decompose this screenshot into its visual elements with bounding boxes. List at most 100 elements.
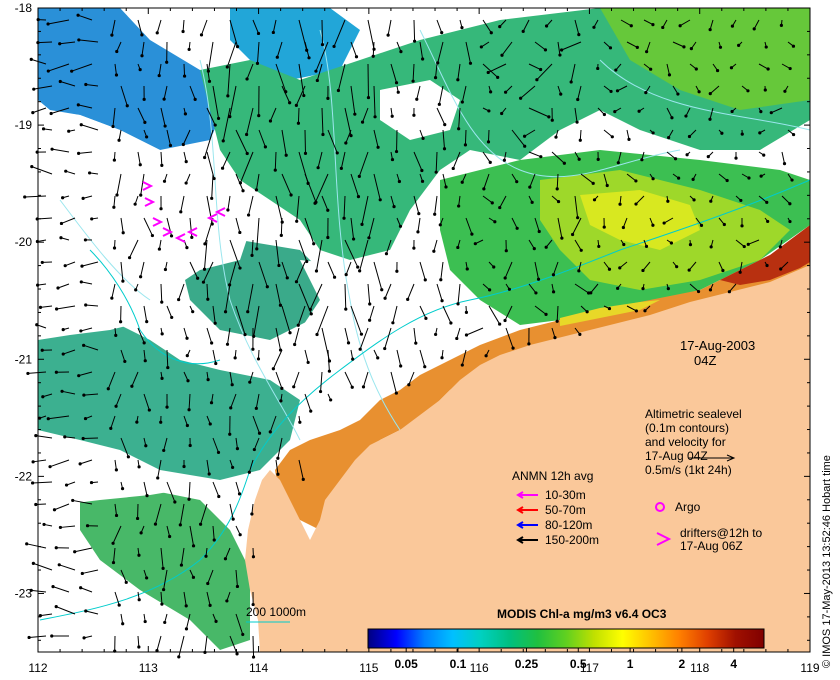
velocity-arrow-head (618, 202, 622, 206)
velocity-arrow-head (82, 343, 86, 347)
velocity-arrow-head (539, 155, 543, 159)
velocity-arrow-head (294, 103, 298, 107)
velocity-arrow (206, 459, 210, 475)
velocity-arrow (137, 151, 141, 165)
velocity-arrow-head (250, 253, 254, 258)
velocity-arrow (81, 261, 99, 267)
velocity-arrow-head (718, 45, 723, 49)
velocity-arrow (120, 261, 124, 282)
isobaths (39, 179, 811, 621)
velocity-arrow-head (58, 42, 62, 46)
velocity-arrow-head (207, 472, 211, 476)
velocity-arrow (137, 107, 146, 123)
velocity-arrow (739, 261, 743, 273)
velocity-arrow-head (314, 69, 318, 73)
velocity-arrow (183, 591, 187, 606)
velocity-arrow-head (332, 275, 337, 279)
velocity-arrow (482, 19, 492, 34)
velocity-arrow (110, 415, 116, 429)
velocity-arrow-head (67, 129, 71, 133)
velocity-arrow (80, 587, 93, 593)
velocity-arrow (590, 283, 599, 294)
velocity-arrow (115, 393, 122, 407)
velocity-arrow-head (358, 269, 362, 273)
velocity-arrow (48, 63, 70, 72)
velocity-arrow-head (376, 356, 380, 360)
velocity-arrow (281, 305, 291, 333)
velocity-arrow-head (349, 134, 353, 138)
velocity-arrow (442, 173, 447, 188)
velocity-arrow (304, 173, 317, 203)
velocity-arrow-head (278, 303, 283, 307)
velocity-arrow-head (496, 75, 500, 79)
velocity-arrow-head (344, 307, 348, 311)
velocity-arrow-head (484, 354, 488, 358)
velocity-arrow-head (137, 598, 141, 602)
velocity-arrow-head (185, 246, 189, 250)
velocity-arrow-head (730, 24, 735, 28)
velocity-arrow-head (637, 109, 641, 113)
velocity-arrow-head (394, 149, 399, 154)
velocity-arrow (384, 327, 392, 349)
velocity-arrow (557, 41, 561, 56)
velocity-arrow-head (420, 179, 425, 183)
velocity-arrow (252, 635, 255, 658)
velocity-arrow-head (82, 393, 86, 397)
velocity-arrow-head (162, 448, 166, 453)
velocity-arrow-head (759, 110, 763, 114)
velocity-arrow-head (82, 636, 86, 640)
velocity-arrow-head (729, 66, 734, 70)
velocity-arrow-head (791, 44, 796, 48)
velocity-arrow-head (155, 649, 159, 653)
velocity-arrow (204, 635, 208, 653)
velocity-arrow (315, 41, 329, 72)
velocity-arrow-head (40, 260, 44, 265)
velocity-arrow (753, 19, 760, 30)
velocity-arrow-head (112, 246, 117, 250)
velocity-arrow-head (32, 87, 36, 91)
velocity-arrow-head (168, 534, 172, 539)
velocity-arrow-head (117, 138, 121, 142)
velocity-arrow-head (699, 223, 704, 227)
velocity-arrow-head (486, 140, 491, 144)
velocity-arrow-head (49, 111, 53, 116)
velocity-arrow (85, 84, 99, 87)
velocity-arrow-head (661, 25, 665, 30)
velocity-arrow-head (399, 49, 403, 54)
velocity-arrow-head (536, 277, 541, 281)
velocity-arrow (499, 195, 507, 208)
velocity-arrow-head (217, 494, 221, 499)
velocity-arrow-head (420, 168, 424, 173)
velocity-arrow (120, 349, 126, 362)
velocity-arrow-head (605, 183, 609, 188)
contour-line (599, 59, 811, 131)
velocity-arrow-head (255, 247, 259, 251)
velocity-arrow-head (721, 268, 725, 273)
velocity-arrow (249, 371, 254, 383)
velocity-arrow-head (778, 245, 782, 249)
velocity-arrow (337, 63, 346, 91)
velocity-arrow-head (667, 136, 671, 140)
velocity-arrow-head (397, 179, 401, 184)
velocity-arrow (275, 327, 282, 351)
velocity-arrow-head (596, 157, 600, 161)
velocity-arrow-head (417, 212, 421, 216)
velocity-arrow (511, 129, 526, 147)
velocity-arrow (561, 41, 582, 51)
y-axis: -18 -19 -20 -21 -22 -23 (15, 1, 810, 641)
velocity-arrow-head (273, 168, 277, 172)
velocity-arrow (79, 459, 93, 465)
velocity-arrow-head (247, 470, 251, 474)
altimetry-note: Altimetric sealevel(0.1m contours)and ve… (645, 407, 742, 477)
velocity-arrow (33, 85, 53, 90)
velocity-arrow-head (293, 342, 297, 347)
velocity-arrow-head (256, 31, 261, 36)
velocity-arrow-head (634, 309, 638, 313)
velocity-arrow (457, 283, 461, 304)
velocity-arrow-head (252, 447, 256, 452)
velocity-arrow-head (394, 391, 398, 395)
velocity-arrow-head (145, 494, 149, 498)
velocity-arrow-head (254, 188, 259, 192)
velocity-arrow (488, 63, 507, 73)
velocity-arrow (626, 41, 638, 48)
